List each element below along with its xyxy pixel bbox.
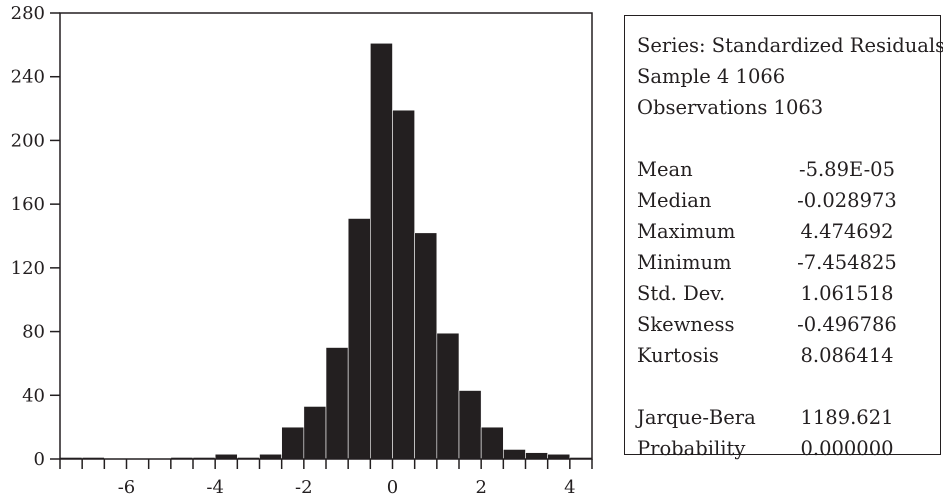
observations-count: Observations 1063 <box>637 96 824 119</box>
stat-value: -7.454825 <box>797 251 897 274</box>
test-row: Probability 0.000000 <box>637 433 940 464</box>
bar-20 <box>503 449 526 460</box>
stat-row: Std. Dev. 1.061518 <box>637 278 940 309</box>
tick-marks <box>50 12 593 469</box>
histogram-bars <box>59 42 593 460</box>
y-tick-label-4: 160 <box>11 194 45 215</box>
stat-value: -0.028973 <box>797 189 897 212</box>
stat-label: Kurtosis <box>637 344 719 367</box>
statistics-panel: Series: Standardized Residuals Sample 4 … <box>624 15 943 460</box>
bar-15 <box>392 109 415 460</box>
stat-value: 4.474692 <box>800 220 894 243</box>
bar-12 <box>325 347 349 460</box>
x-tick-label-2: -2 <box>295 477 313 498</box>
stat-row: Mean -5.89E-05 <box>637 154 940 185</box>
descriptive-stats: Mean -5.89E-05 Median -0.028973 Maximum 4.474… <box>637 154 940 371</box>
y-tick-label-5: 200 <box>11 130 45 151</box>
stat-label: Maximum <box>637 220 736 243</box>
stat-row: Kurtosis 8.086414 <box>637 340 940 371</box>
stat-label: Skewness <box>637 313 735 336</box>
stat-label: Mean <box>637 158 693 181</box>
bar-11 <box>303 406 327 460</box>
stat-value: 8.086414 <box>800 344 894 367</box>
tick-labels: 0 40 80 120 160 200 240 280 -6 -4 -2 0 2 4 <box>11 3 576 498</box>
stat-row: Skewness -0.496786 <box>637 309 940 340</box>
test-value: 1189.621 <box>800 406 894 429</box>
y-tick-label-2: 80 <box>22 322 45 343</box>
normality-test: Jarque-Bera 1189.621 Probability 0.000000 <box>637 402 940 464</box>
bar-18 <box>458 390 482 460</box>
stat-label: Minimum <box>637 251 732 274</box>
sample-range: Sample 4 1066 <box>637 65 786 88</box>
stat-row: Median -0.028973 <box>637 185 940 216</box>
stat-value: -5.89E-05 <box>798 158 895 181</box>
x-tick-label-4: 2 <box>475 477 486 498</box>
stat-label: Median <box>637 189 712 212</box>
test-value: 0.000000 <box>800 437 894 460</box>
test-row: Jarque-Bera 1189.621 <box>637 402 940 433</box>
stat-label: Std. Dev. <box>637 282 726 305</box>
y-tick-label-6: 240 <box>11 67 45 88</box>
bar-16 <box>414 232 438 460</box>
bar-17 <box>436 332 460 460</box>
test-label: Probability <box>637 437 746 460</box>
test-label: Jarque-Bera <box>637 406 756 429</box>
bar-14 <box>370 42 393 460</box>
x-tick-label-1: -4 <box>206 477 224 498</box>
stat-value: -0.496786 <box>797 313 897 336</box>
y-tick-label-7: 280 <box>11 3 45 24</box>
x-tick-label-5: 4 <box>564 477 575 498</box>
stat-row: Minimum -7.454825 <box>637 247 940 278</box>
series-name: Series: Standardized Residuals <box>637 34 943 57</box>
y-tick-label-1: 40 <box>22 385 45 406</box>
stat-value: 1.061518 <box>800 282 894 305</box>
x-tick-label-0: -6 <box>118 477 136 498</box>
bar-21 <box>525 452 548 460</box>
bar-13 <box>347 218 371 460</box>
bar-10 <box>281 426 305 460</box>
x-tick-label-3: 0 <box>387 477 398 498</box>
histogram-chart: 0 40 80 120 160 200 240 280 -6 -4 -2 0 2 4 <box>11 3 593 498</box>
stat-row: Maximum 4.474692 <box>637 216 940 247</box>
y-tick-label-3: 120 <box>11 258 45 279</box>
y-tick-label-0: 0 <box>34 449 45 470</box>
bar-19 <box>480 426 504 460</box>
